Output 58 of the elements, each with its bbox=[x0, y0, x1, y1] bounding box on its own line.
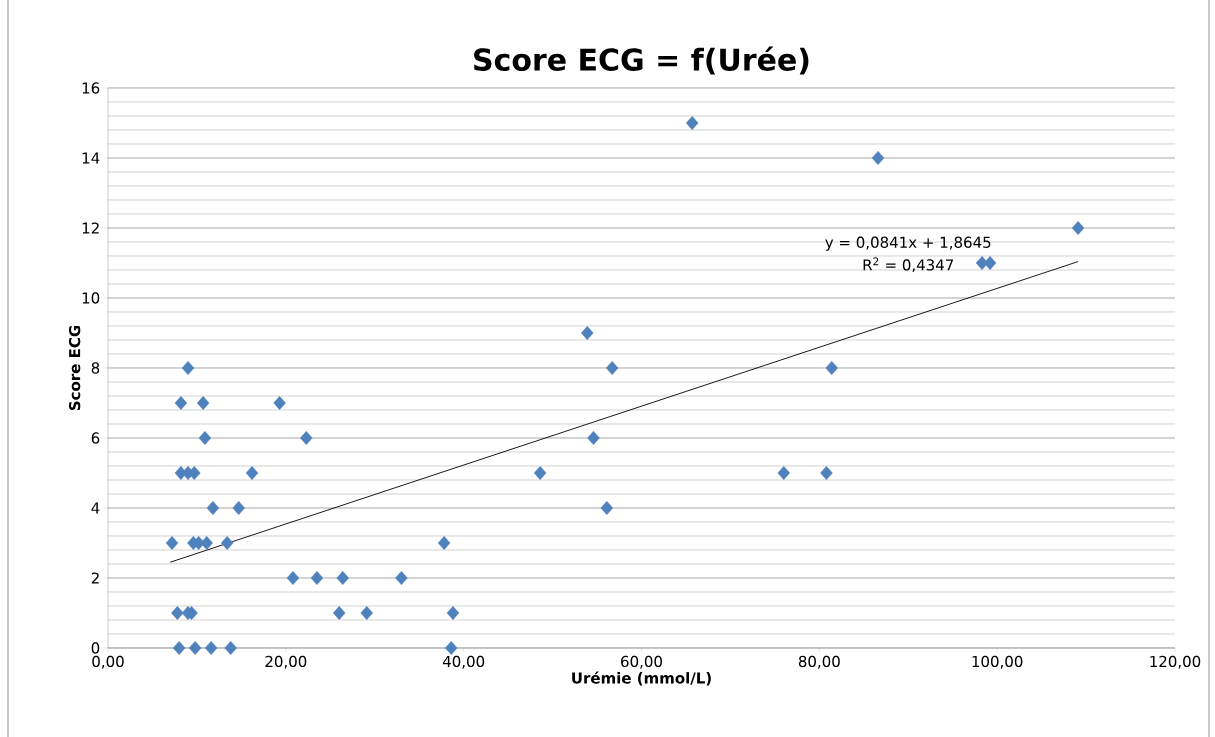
point bbox=[204, 640, 218, 655]
point bbox=[181, 360, 195, 375]
point bbox=[777, 465, 790, 480]
point bbox=[336, 570, 349, 585]
point bbox=[172, 640, 186, 655]
point bbox=[820, 465, 833, 480]
x-axis-title: Urémie (mmol/L) bbox=[572, 671, 711, 686]
point bbox=[395, 570, 408, 585]
y-tick-label: 2 bbox=[91, 572, 99, 584]
point bbox=[174, 395, 188, 410]
point bbox=[533, 465, 547, 480]
point bbox=[273, 395, 286, 410]
point bbox=[220, 535, 234, 550]
point bbox=[245, 465, 259, 480]
x-tick-label: 120,00 bbox=[1150, 655, 1201, 669]
point bbox=[200, 535, 213, 550]
point bbox=[232, 500, 245, 515]
point bbox=[310, 570, 324, 585]
point bbox=[437, 535, 451, 550]
point bbox=[871, 150, 885, 165]
point bbox=[196, 395, 210, 410]
point bbox=[206, 500, 220, 515]
y-tick-label: 4 bbox=[91, 502, 100, 514]
point bbox=[685, 115, 699, 130]
point bbox=[825, 360, 838, 375]
point bbox=[600, 500, 614, 515]
y-tick-label: 0 bbox=[91, 642, 100, 654]
y-tick-label: 14 bbox=[82, 152, 100, 164]
y-tick-label: 8 bbox=[91, 362, 100, 374]
point bbox=[360, 605, 373, 620]
y-tick-label: 10 bbox=[82, 292, 100, 304]
point bbox=[165, 535, 179, 550]
point bbox=[188, 640, 202, 655]
y-tick-label: 6 bbox=[91, 432, 100, 444]
point bbox=[171, 605, 184, 620]
point bbox=[581, 325, 594, 340]
point bbox=[300, 430, 313, 445]
point bbox=[198, 430, 212, 445]
x-tick-label: 20,00 bbox=[265, 655, 307, 669]
point bbox=[332, 605, 346, 620]
point bbox=[446, 605, 460, 620]
y-tick-label: 16 bbox=[82, 82, 100, 94]
y-axis-title: Score ECG bbox=[68, 325, 81, 411]
x-tick-label: 60,00 bbox=[621, 655, 662, 669]
point bbox=[445, 640, 458, 655]
chart-title: Score ECG = f(Urée) bbox=[474, 46, 809, 75]
y-tick-label: 12 bbox=[82, 222, 99, 234]
point bbox=[286, 570, 300, 585]
point bbox=[605, 360, 619, 375]
point bbox=[224, 640, 237, 655]
annotation: y = 0,0841x + 1,8645 bbox=[825, 236, 991, 251]
annotation: R$^{2}$ = 0,4347 bbox=[863, 257, 954, 273]
x-tick-label: 0,00 bbox=[92, 655, 124, 669]
point bbox=[1071, 220, 1085, 235]
x-tick-label: 100,00 bbox=[972, 655, 1023, 669]
point bbox=[587, 430, 600, 445]
x-tick-label: 80,00 bbox=[798, 655, 840, 669]
x-tick-label: 40,00 bbox=[442, 655, 485, 669]
